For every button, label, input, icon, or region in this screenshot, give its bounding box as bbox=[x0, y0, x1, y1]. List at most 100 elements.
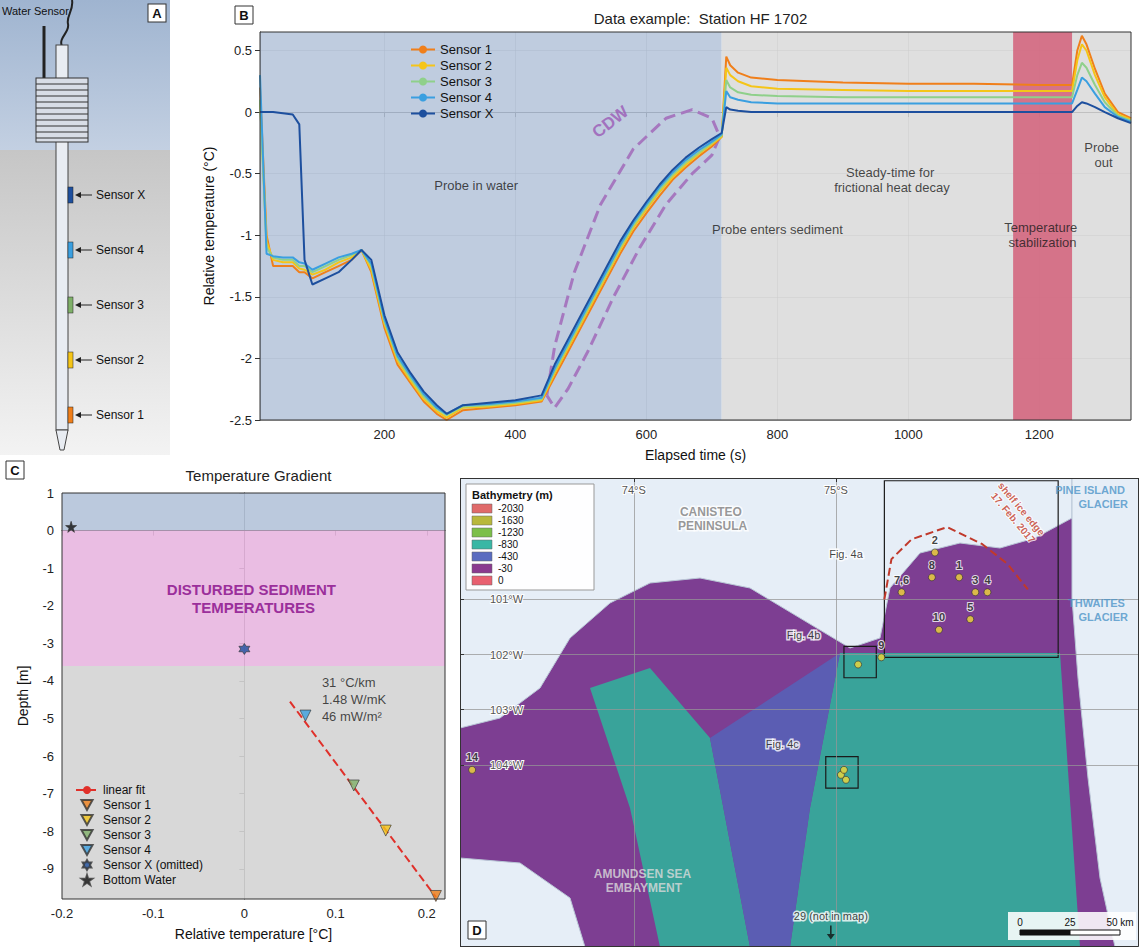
svg-text:-7: -7 bbox=[42, 786, 54, 801]
svg-text:GLACIER: GLACIER bbox=[1078, 611, 1128, 623]
svg-text:Sensor X: Sensor X bbox=[96, 188, 145, 202]
svg-text:Depth [m]: Depth [m] bbox=[15, 666, 31, 727]
svg-text:Sensor 4: Sensor 4 bbox=[440, 90, 492, 105]
svg-text:Sensor 3: Sensor 3 bbox=[440, 74, 492, 89]
svg-text:5: 5 bbox=[967, 601, 973, 613]
svg-text:46 mW/m²: 46 mW/m² bbox=[322, 709, 383, 724]
svg-text:-6: -6 bbox=[42, 749, 54, 764]
svg-text:-1630: -1630 bbox=[498, 515, 524, 526]
svg-text:-1: -1 bbox=[240, 228, 252, 243]
svg-text:Relative temperature [°C]: Relative temperature [°C] bbox=[175, 926, 332, 942]
svg-text:4: 4 bbox=[984, 574, 991, 586]
svg-text:Bottom Water: Bottom Water bbox=[103, 873, 176, 887]
svg-text:Sensor 3: Sensor 3 bbox=[96, 298, 144, 312]
svg-text:-0.2: -0.2 bbox=[51, 906, 73, 921]
svg-text:Sensor 4: Sensor 4 bbox=[103, 843, 151, 857]
svg-text:0: 0 bbox=[241, 906, 248, 921]
svg-text:400: 400 bbox=[505, 427, 527, 442]
svg-text:THWAITES: THWAITES bbox=[1068, 597, 1128, 609]
svg-text:stabilization: stabilization bbox=[1009, 235, 1077, 250]
svg-text:8: 8 bbox=[929, 559, 935, 571]
svg-text:frictional heat decay: frictional heat decay bbox=[834, 180, 950, 195]
svg-text:-4: -4 bbox=[42, 673, 54, 688]
svg-text:1200: 1200 bbox=[1025, 427, 1054, 442]
svg-text:GLACIER: GLACIER bbox=[1078, 498, 1128, 510]
svg-text:-2030: -2030 bbox=[498, 503, 524, 514]
svg-text:-0.5: -0.5 bbox=[230, 166, 252, 181]
svg-text:14: 14 bbox=[466, 751, 479, 763]
svg-text:Probe in water: Probe in water bbox=[434, 178, 518, 193]
svg-text:Relative temperature (°C): Relative temperature (°C) bbox=[201, 147, 217, 306]
svg-text:31 °C/km: 31 °C/km bbox=[322, 675, 376, 690]
svg-text:0.1: 0.1 bbox=[327, 906, 345, 921]
svg-text:Fig. 4c: Fig. 4c bbox=[766, 738, 800, 750]
svg-text:-0.1: -0.1 bbox=[142, 906, 164, 921]
svg-text:AMUNDSEN SEA: AMUNDSEN SEA bbox=[594, 867, 694, 881]
svg-text:Sensor 4: Sensor 4 bbox=[96, 243, 144, 257]
svg-text:CANISTEO: CANISTEO bbox=[680, 505, 745, 519]
svg-text:CDW: CDW bbox=[589, 101, 633, 142]
svg-text:102°W: 102°W bbox=[490, 649, 524, 661]
svg-text:Bathymetry (m): Bathymetry (m) bbox=[472, 489, 553, 501]
svg-text:Steady-time for: Steady-time for bbox=[846, 165, 938, 180]
svg-text:A: A bbox=[152, 6, 162, 21]
svg-text:Sensor 1: Sensor 1 bbox=[440, 42, 492, 57]
svg-text:600: 600 bbox=[636, 427, 658, 442]
svg-text:75°S: 75°S bbox=[824, 484, 848, 496]
svg-text:2: 2 bbox=[932, 534, 938, 546]
svg-text:PINE ISLAND: PINE ISLAND bbox=[1055, 484, 1128, 496]
svg-text:-830: -830 bbox=[498, 539, 518, 550]
svg-text:0.2: 0.2 bbox=[418, 906, 436, 921]
svg-text:Sensor X (omitted): Sensor X (omitted) bbox=[103, 858, 203, 872]
svg-text:Fig. 4a: Fig. 4a bbox=[829, 548, 864, 560]
svg-text:0.5: 0.5 bbox=[234, 43, 252, 58]
svg-text:0: 0 bbox=[498, 575, 504, 586]
svg-text:B: B bbox=[239, 8, 248, 23]
svg-text:104°W: 104°W bbox=[490, 759, 524, 771]
svg-text:-1: -1 bbox=[42, 561, 54, 576]
svg-text:1: 1 bbox=[47, 486, 54, 501]
svg-text:TEMPERATURES: TEMPERATURES bbox=[192, 599, 315, 616]
svg-text:Sensor 2: Sensor 2 bbox=[440, 58, 492, 73]
svg-text:1000: 1000 bbox=[894, 427, 923, 442]
svg-text:Elapsed time (s): Elapsed time (s) bbox=[645, 447, 746, 463]
svg-text:Data example: Station HF 1702: Data example: Station HF 1702 bbox=[594, 10, 807, 27]
svg-text:out: out bbox=[1094, 155, 1112, 170]
svg-text:Sensor X: Sensor X bbox=[440, 106, 494, 121]
svg-text:103°W: 103°W bbox=[490, 704, 524, 716]
svg-text:-9: -9 bbox=[42, 861, 54, 876]
svg-text:3: 3 bbox=[972, 574, 978, 586]
svg-text:Water Sensor: Water Sensor bbox=[2, 5, 69, 17]
svg-text:Temperature Gradient: Temperature Gradient bbox=[186, 467, 333, 484]
svg-text:-5: -5 bbox=[42, 711, 54, 726]
svg-text:DISTURBED SEDIMENT: DISTURBED SEDIMENT bbox=[167, 581, 340, 598]
svg-text:Sensor 2: Sensor 2 bbox=[96, 353, 144, 367]
svg-text:0: 0 bbox=[47, 523, 54, 538]
svg-text:1.48 W/mK: 1.48 W/mK bbox=[322, 692, 387, 707]
svg-text:-1.5: -1.5 bbox=[230, 289, 252, 304]
svg-text:17. Feb. 2017: 17. Feb. 2017 bbox=[989, 490, 1038, 545]
svg-text:Sensor 1: Sensor 1 bbox=[96, 408, 144, 422]
svg-text:-430: -430 bbox=[498, 551, 518, 562]
svg-text:Temperature: Temperature bbox=[1004, 220, 1081, 235]
svg-text:Probe: Probe bbox=[1084, 140, 1122, 155]
svg-text:-1230: -1230 bbox=[498, 527, 524, 538]
svg-text:9: 9 bbox=[878, 639, 884, 651]
svg-text:Sensor 2: Sensor 2 bbox=[103, 813, 151, 827]
svg-text:Sensor 3: Sensor 3 bbox=[103, 828, 151, 842]
svg-text:linear fit: linear fit bbox=[103, 783, 146, 797]
svg-text:-3: -3 bbox=[42, 636, 54, 651]
svg-text:50 km: 50 km bbox=[1106, 917, 1133, 928]
svg-text:1: 1 bbox=[956, 559, 962, 571]
svg-text:Sensor 1: Sensor 1 bbox=[103, 798, 151, 812]
svg-text:10: 10 bbox=[933, 611, 945, 623]
svg-text:0: 0 bbox=[245, 105, 252, 120]
svg-text:-2: -2 bbox=[240, 351, 252, 366]
svg-text:D: D bbox=[472, 923, 481, 938]
svg-text:Probe enters sediment: Probe enters sediment bbox=[712, 222, 843, 237]
svg-text:7,6: 7,6 bbox=[894, 574, 909, 586]
svg-text:25: 25 bbox=[1064, 917, 1076, 928]
svg-text:101°W: 101°W bbox=[490, 593, 524, 605]
svg-text:800: 800 bbox=[767, 427, 789, 442]
svg-text:-2.5: -2.5 bbox=[230, 413, 252, 428]
